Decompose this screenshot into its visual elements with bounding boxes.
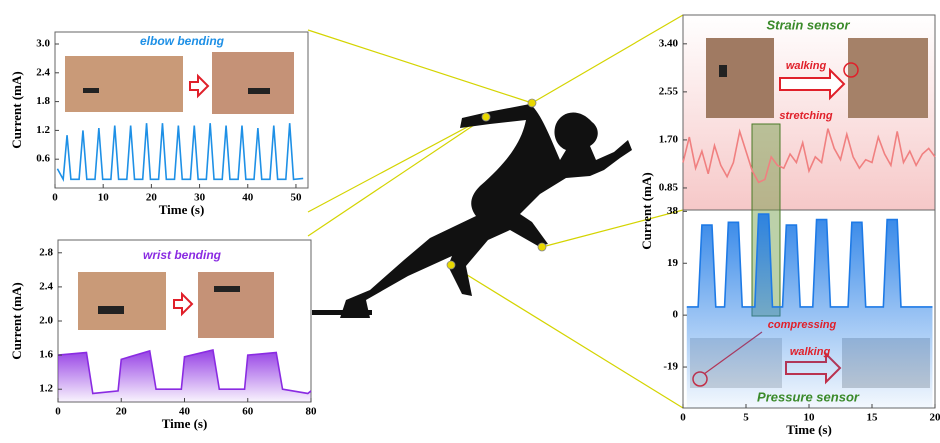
x-axis-label: Time (s) xyxy=(159,202,205,217)
y-tick-label: 3.40 xyxy=(659,37,679,49)
panel-title: Strain sensor xyxy=(766,17,850,32)
y-tick-label: 2.4 xyxy=(36,66,50,78)
y-tick-label: 38 xyxy=(667,205,679,217)
y-tick-label: -19 xyxy=(663,361,678,373)
x-tick-label: 0 xyxy=(55,406,61,418)
annotation: walking xyxy=(790,346,831,358)
y-tick-label: 1.2 xyxy=(39,383,53,395)
starting-block xyxy=(312,310,372,315)
x-tick-label: 50 xyxy=(290,192,302,204)
y-axis-label: Current (mA) xyxy=(639,172,654,249)
annotation: walking xyxy=(786,60,827,72)
annotation: stretching xyxy=(779,110,832,122)
figure: elbow bending wrist bending Strain senso… xyxy=(0,0,940,438)
panel-title: elbow bending xyxy=(140,34,225,48)
y-tick-label: 1.6 xyxy=(39,349,53,361)
x-tick-label: 20 xyxy=(146,192,158,204)
y-tick-label: 2.0 xyxy=(39,315,53,327)
y-tick-label: 2.8 xyxy=(39,246,53,258)
x-tick-label: 0 xyxy=(52,192,58,204)
x-tick-label: 80 xyxy=(306,406,318,418)
x-tick-label: 40 xyxy=(242,192,254,204)
y-tick-label: 2.4 xyxy=(39,280,53,292)
x-tick-label: 0 xyxy=(680,412,686,424)
y-tick-label: 1.70 xyxy=(659,133,679,145)
x-tick-label: 60 xyxy=(242,406,254,418)
panel-title: wrist bending xyxy=(143,248,222,262)
y-tick-label: 1.2 xyxy=(36,124,50,136)
x-tick-label: 20 xyxy=(116,406,128,418)
x-tick-label: 5 xyxy=(743,412,749,424)
y-tick-label: 3.0 xyxy=(36,38,50,50)
y-axis-label: Current (mA) xyxy=(9,282,24,359)
x-axis-label: Time (s) xyxy=(786,422,832,437)
annotation: compressing xyxy=(768,319,837,331)
y-tick-label: 1.8 xyxy=(36,95,50,107)
y-tick-label: 0 xyxy=(673,309,679,321)
y-tick-label: 0.85 xyxy=(659,181,679,193)
y-tick-label: 2.55 xyxy=(659,85,679,97)
y-axis-label: Current (mA) xyxy=(9,71,24,148)
x-axis-label: Time (s) xyxy=(162,416,208,431)
x-tick-label: 20 xyxy=(930,412,940,424)
x-tick-label: 15 xyxy=(867,412,879,424)
y-tick-label: 0.6 xyxy=(36,153,50,165)
y-tick-label: 19 xyxy=(667,257,679,269)
panel-title: Pressure sensor xyxy=(757,389,860,404)
x-tick-label: 10 xyxy=(98,192,110,204)
